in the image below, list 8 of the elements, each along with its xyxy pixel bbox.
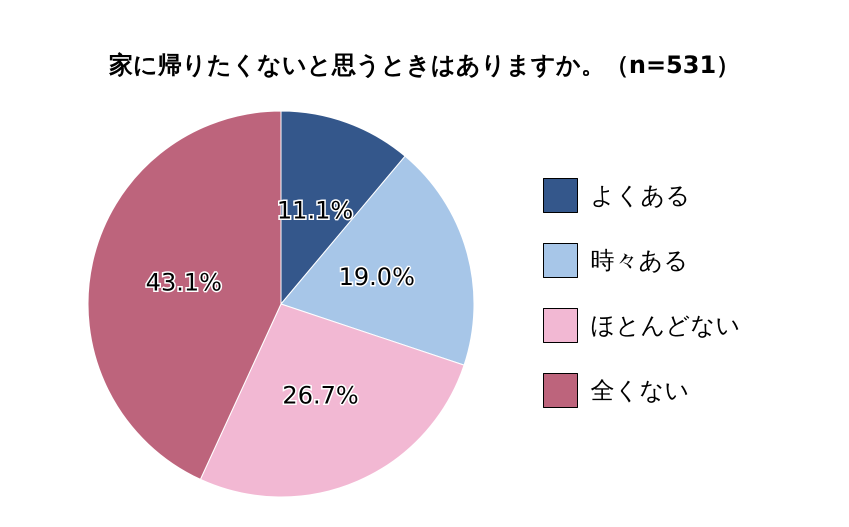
chart-title: 家に帰りたくないと思うときはありますか。（n=531） bbox=[108, 51, 740, 79]
legend-label: 時々ある bbox=[590, 246, 688, 274]
data-label: 19.0% bbox=[338, 262, 415, 291]
legend-label: よくある bbox=[590, 182, 690, 210]
data-label: 26.7% bbox=[282, 381, 359, 410]
data-label: 43.1% bbox=[146, 268, 222, 297]
legend-label: 全くない bbox=[590, 376, 690, 404]
legend-label: ほとんどない bbox=[590, 312, 740, 340]
